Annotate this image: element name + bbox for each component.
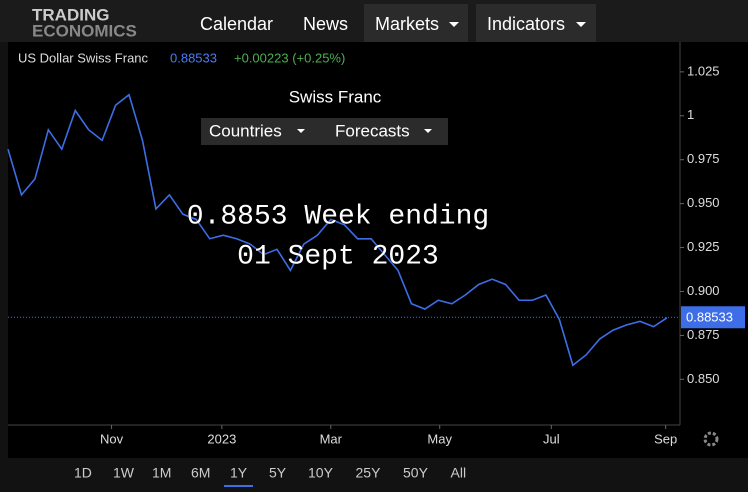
y-tick-label: 0.950 [687, 195, 720, 210]
range-button[interactable]: 1M [152, 465, 171, 481]
range-button[interactable]: 10Y [308, 465, 334, 481]
range-button[interactable]: 1D [74, 465, 92, 481]
sub-nav [201, 118, 448, 145]
range-bar: 1D 1W 1M 6M 1Y 5Y 10Y 25Y 50Y All [74, 465, 467, 487]
range-button[interactable]: 1Y [230, 465, 248, 481]
x-tick-label: Sep [654, 431, 677, 446]
brand: TRADING [32, 5, 109, 24]
range-button[interactable]: 1W [113, 465, 135, 481]
x-tick-label: May [427, 431, 452, 446]
chart-bg [8, 42, 748, 458]
range-button[interactable]: 50Y [403, 465, 429, 481]
sub-nav-link[interactable]: Countries [209, 121, 282, 140]
y-tick-label: 0.925 [687, 239, 720, 254]
y-tick-label: 0.850 [687, 371, 720, 386]
nav-link[interactable]: News [303, 14, 348, 34]
x-tick-label: Mar [320, 431, 343, 446]
range-button[interactable]: 25Y [356, 465, 382, 481]
nav-link[interactable]: Calendar [200, 14, 273, 34]
chart-title: Swiss Franc [289, 87, 382, 106]
y-tick-label: 0.975 [687, 151, 720, 166]
annotation: 01 Sept 2023 [237, 241, 439, 272]
range-button[interactable]: 5Y [269, 465, 287, 481]
range-button[interactable]: All [451, 465, 467, 481]
x-tick-label: 2023 [207, 431, 236, 446]
series-label: US Dollar Swiss Franc [18, 50, 149, 65]
x-tick-label: Jul [543, 431, 560, 446]
last-value-box [681, 306, 745, 329]
annotation: 0.8853 Week ending [187, 201, 489, 232]
last-value: 0.88533 [170, 50, 217, 65]
x-tick-label: Nov [100, 431, 124, 446]
y-tick-label: 1.025 [687, 63, 720, 78]
settings-icon[interactable] [703, 431, 719, 447]
y-tick-label: 0.900 [687, 283, 720, 298]
change: +0.00223 (+0.25%) [234, 50, 345, 65]
y-tick-label: 0.875 [687, 327, 720, 342]
last-value-label: 0.88533 [686, 310, 733, 325]
range-button[interactable]: 6M [191, 465, 210, 481]
line [7, 93, 668, 367]
sub-nav-link[interactable]: Forecasts [335, 121, 410, 140]
nav-link[interactable]: Markets [375, 14, 439, 34]
y-tick-label: 1 [687, 107, 694, 122]
plot: 0.850 0.875 0.900 0.925 0.950 0.975 1 1.025 Nov 2… [7, 63, 745, 446]
nav-tab [476, 4, 596, 42]
nav-link[interactable]: Indicators [487, 14, 565, 34]
brand: ECONOMICS [32, 21, 137, 40]
